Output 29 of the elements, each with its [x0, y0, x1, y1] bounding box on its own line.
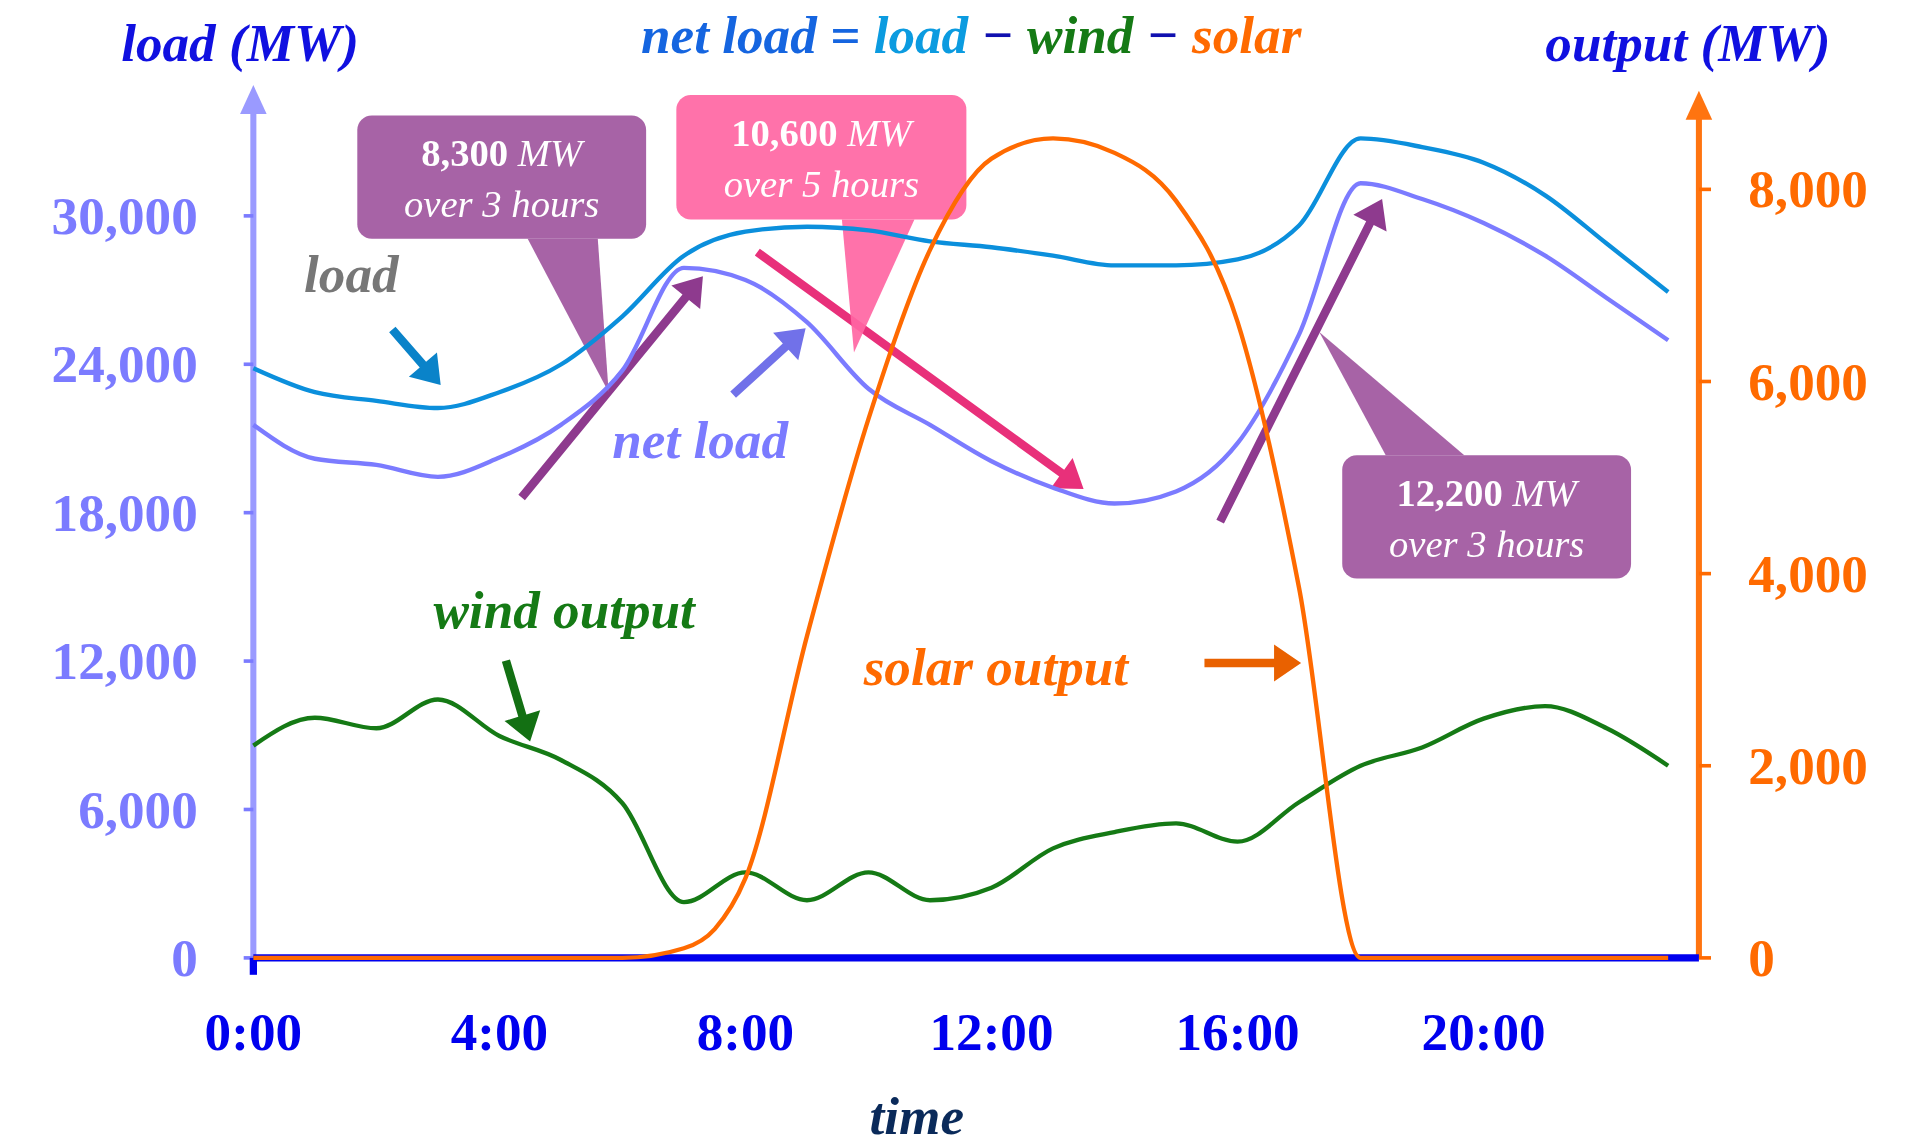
- y-tick-label: 6,000: [78, 780, 198, 840]
- x-tick-label: 20:00: [1421, 1002, 1546, 1062]
- y2-tick-label: 0: [1748, 929, 1775, 989]
- y-tick-label: 0: [171, 929, 198, 989]
- y-tick-label: 12,000: [51, 632, 198, 692]
- chart-title: net load = load − wind − solar: [641, 5, 1303, 65]
- y-axis-title: load (MW): [121, 14, 359, 74]
- line-series: [251, 697, 1671, 905]
- annotation: 12,200 MW over 3 hours: [1388, 471, 1585, 565]
- annotation: 10,600 MW over 5 hours: [723, 111, 920, 205]
- y2-tick-label: 2,000: [1748, 736, 1868, 796]
- x-tick-label: 0:00: [204, 1002, 303, 1062]
- annotation: 8,300 MW over 3 hours: [403, 132, 600, 226]
- series-label: net load: [612, 410, 790, 470]
- series-label: wind output: [433, 580, 698, 640]
- y2-tick-label: 8,000: [1748, 160, 1868, 220]
- series-label: load: [304, 245, 401, 304]
- y2-tick-label: 6,000: [1748, 352, 1868, 412]
- y2-tick-label: 4,000: [1748, 544, 1868, 604]
- x-tick-label: 4:00: [450, 1002, 549, 1062]
- y-tick-label: 30,000: [51, 186, 198, 246]
- x-tick-label: 8:00: [696, 1002, 795, 1062]
- x-axis-title: time: [869, 1087, 965, 1146]
- x-tick-label: 16:00: [1175, 1002, 1300, 1062]
- x-tick-label: 12:00: [929, 1002, 1054, 1062]
- y-tick-label: 18,000: [51, 483, 198, 543]
- y2-axis-title: output (MW): [1545, 14, 1831, 74]
- y-tick-label: 24,000: [51, 335, 198, 395]
- series-label: solar output: [862, 637, 1131, 697]
